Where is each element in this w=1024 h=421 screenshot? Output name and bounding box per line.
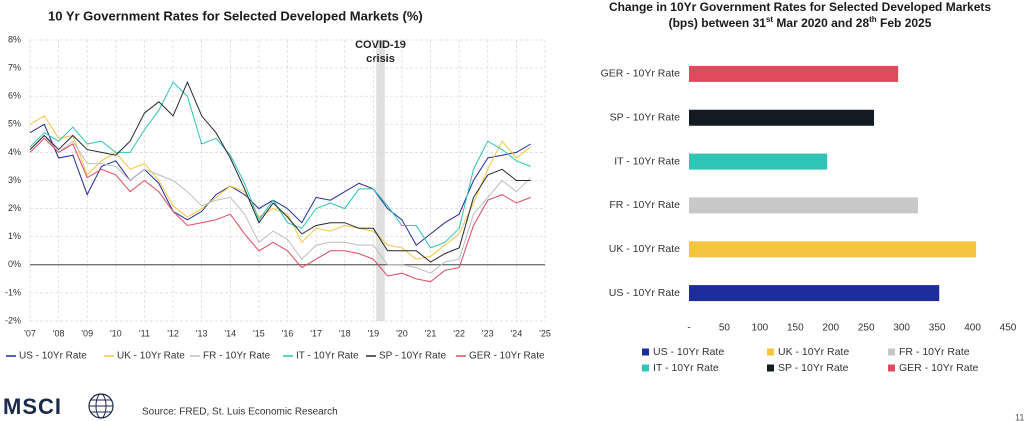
x-tick-label: 200 xyxy=(822,323,839,334)
page-number: 11 xyxy=(1015,412,1024,421)
series-line xyxy=(29,123,531,246)
y-tick-label: 8% xyxy=(8,34,21,44)
x-tick-label: '11 xyxy=(139,328,150,338)
x-tick-label: '25 xyxy=(539,328,551,338)
legend-swatch xyxy=(642,364,649,372)
x-tick-label: '18 xyxy=(339,328,351,338)
y-tick-label: 4% xyxy=(8,147,21,157)
x-tick-label: '22 xyxy=(453,328,465,338)
x-tick-label: '24 xyxy=(511,328,523,338)
y-tick-label: 1% xyxy=(8,231,21,241)
category-label: SP - 10Yr Rate xyxy=(610,112,681,124)
legend-label: FR - 10Yr Rate xyxy=(899,346,970,358)
x-tick-label: '15 xyxy=(253,328,265,338)
legend-label: UK - 10Yr Rate xyxy=(778,346,849,358)
msci-logo: MSCI xyxy=(3,393,114,419)
x-tick-label: 300 xyxy=(893,323,910,334)
legend-swatch xyxy=(888,364,895,372)
legend-label: SP - 10Yr Rate xyxy=(778,362,849,374)
legend-label: SP - 10Yr Rate xyxy=(379,351,447,362)
series-line xyxy=(29,115,532,260)
y-tick-label: 2% xyxy=(8,203,21,213)
x-tick-label: '23 xyxy=(482,328,494,338)
x-tick-label: 450 xyxy=(1000,323,1017,334)
x-tick-label: '14 xyxy=(224,328,236,338)
series-line xyxy=(29,134,532,274)
x-tick-label: '19 xyxy=(367,328,379,338)
legend-label: US - 10Yr Rate xyxy=(19,351,87,362)
legend-label: GER - 10Yr Rate xyxy=(899,362,979,374)
title-part: (bps) between 31 xyxy=(669,16,767,30)
legend-label: GER - 10Yr Rate xyxy=(469,351,545,362)
category-label: GER - 10Yr Rate xyxy=(601,68,681,80)
x-tick-label: 250 xyxy=(858,323,875,334)
bar xyxy=(689,65,899,82)
x-tick-label: '13 xyxy=(196,328,208,338)
x-tick-label: 50 xyxy=(719,323,731,334)
legend-label: IT - 10Yr Rate xyxy=(653,362,719,374)
bar-chart-title: (bps) between 31st Mar 2020 and 28th Feb… xyxy=(669,15,932,31)
logo-text: MSCI xyxy=(3,394,62,419)
legend-swatch xyxy=(767,364,774,372)
legend-swatch xyxy=(888,348,895,356)
x-tick-label: '12 xyxy=(167,328,179,338)
x-tick-label: '17 xyxy=(310,328,322,338)
title-part: Change in 10Yr Government Rates for Sele… xyxy=(609,0,991,14)
x-tick-label: '20 xyxy=(396,328,408,338)
title-part: Mar 2020 and 28 xyxy=(773,16,869,30)
y-tick-label: 3% xyxy=(8,175,21,185)
category-label: UK - 10Yr Rate xyxy=(609,243,680,255)
y-tick-label: 6% xyxy=(8,91,21,101)
annotation-text: COVID-19 xyxy=(355,39,406,51)
category-label: IT - 10Yr Rate xyxy=(614,155,680,167)
bar xyxy=(689,241,977,258)
x-tick-label: '16 xyxy=(282,328,294,338)
x-tick-label: 350 xyxy=(929,323,946,334)
annotation-text: crisis xyxy=(366,53,395,65)
y-tick-label: 5% xyxy=(8,119,21,129)
x-tick-label: '21 xyxy=(425,328,437,338)
legend-label: FR - 10Yr Rate xyxy=(203,351,271,362)
line-chart-title: 10 Yr Government Rates for Selected Deve… xyxy=(48,8,423,23)
category-label: US - 10Yr Rate xyxy=(609,287,680,299)
y-tick-label: 7% xyxy=(8,62,21,72)
category-label: FR - 10Yr Rate xyxy=(609,199,680,211)
y-tick-label: -1% xyxy=(5,287,21,297)
legend-swatch xyxy=(767,348,774,356)
x-tick-label: '09 xyxy=(81,328,93,338)
x-tick-label: 400 xyxy=(964,323,981,334)
legend-label: US - 10Yr Rate xyxy=(653,346,724,358)
bar xyxy=(689,153,828,170)
series-line xyxy=(29,80,531,263)
series-line xyxy=(29,137,531,283)
bar xyxy=(689,197,918,214)
x-tick-label: 100 xyxy=(752,323,769,334)
bar xyxy=(689,285,940,302)
title-part: th xyxy=(869,15,877,24)
source-note: Source: FRED, St. Luis Economic Research xyxy=(142,407,338,418)
y-tick-label: -2% xyxy=(5,315,21,325)
x-tick-label: '10 xyxy=(110,328,122,338)
x-tick-label: 150 xyxy=(787,323,804,334)
legend-swatch xyxy=(642,348,649,356)
bar-chart-title: Change in 10Yr Government Rates for Sele… xyxy=(609,0,991,14)
x-tick-label: - xyxy=(687,323,690,334)
legend-label: UK - 10Yr Rate xyxy=(117,351,185,362)
legend-label: IT - 10Yr Rate xyxy=(296,351,359,362)
series-line xyxy=(29,81,531,249)
bar xyxy=(689,109,875,126)
x-tick-label: '07 xyxy=(24,328,36,338)
y-tick-label: 0% xyxy=(8,259,21,269)
title-part: Feb 2025 xyxy=(877,16,932,30)
x-tick-label: '08 xyxy=(53,328,65,338)
title-part: st xyxy=(766,15,773,24)
